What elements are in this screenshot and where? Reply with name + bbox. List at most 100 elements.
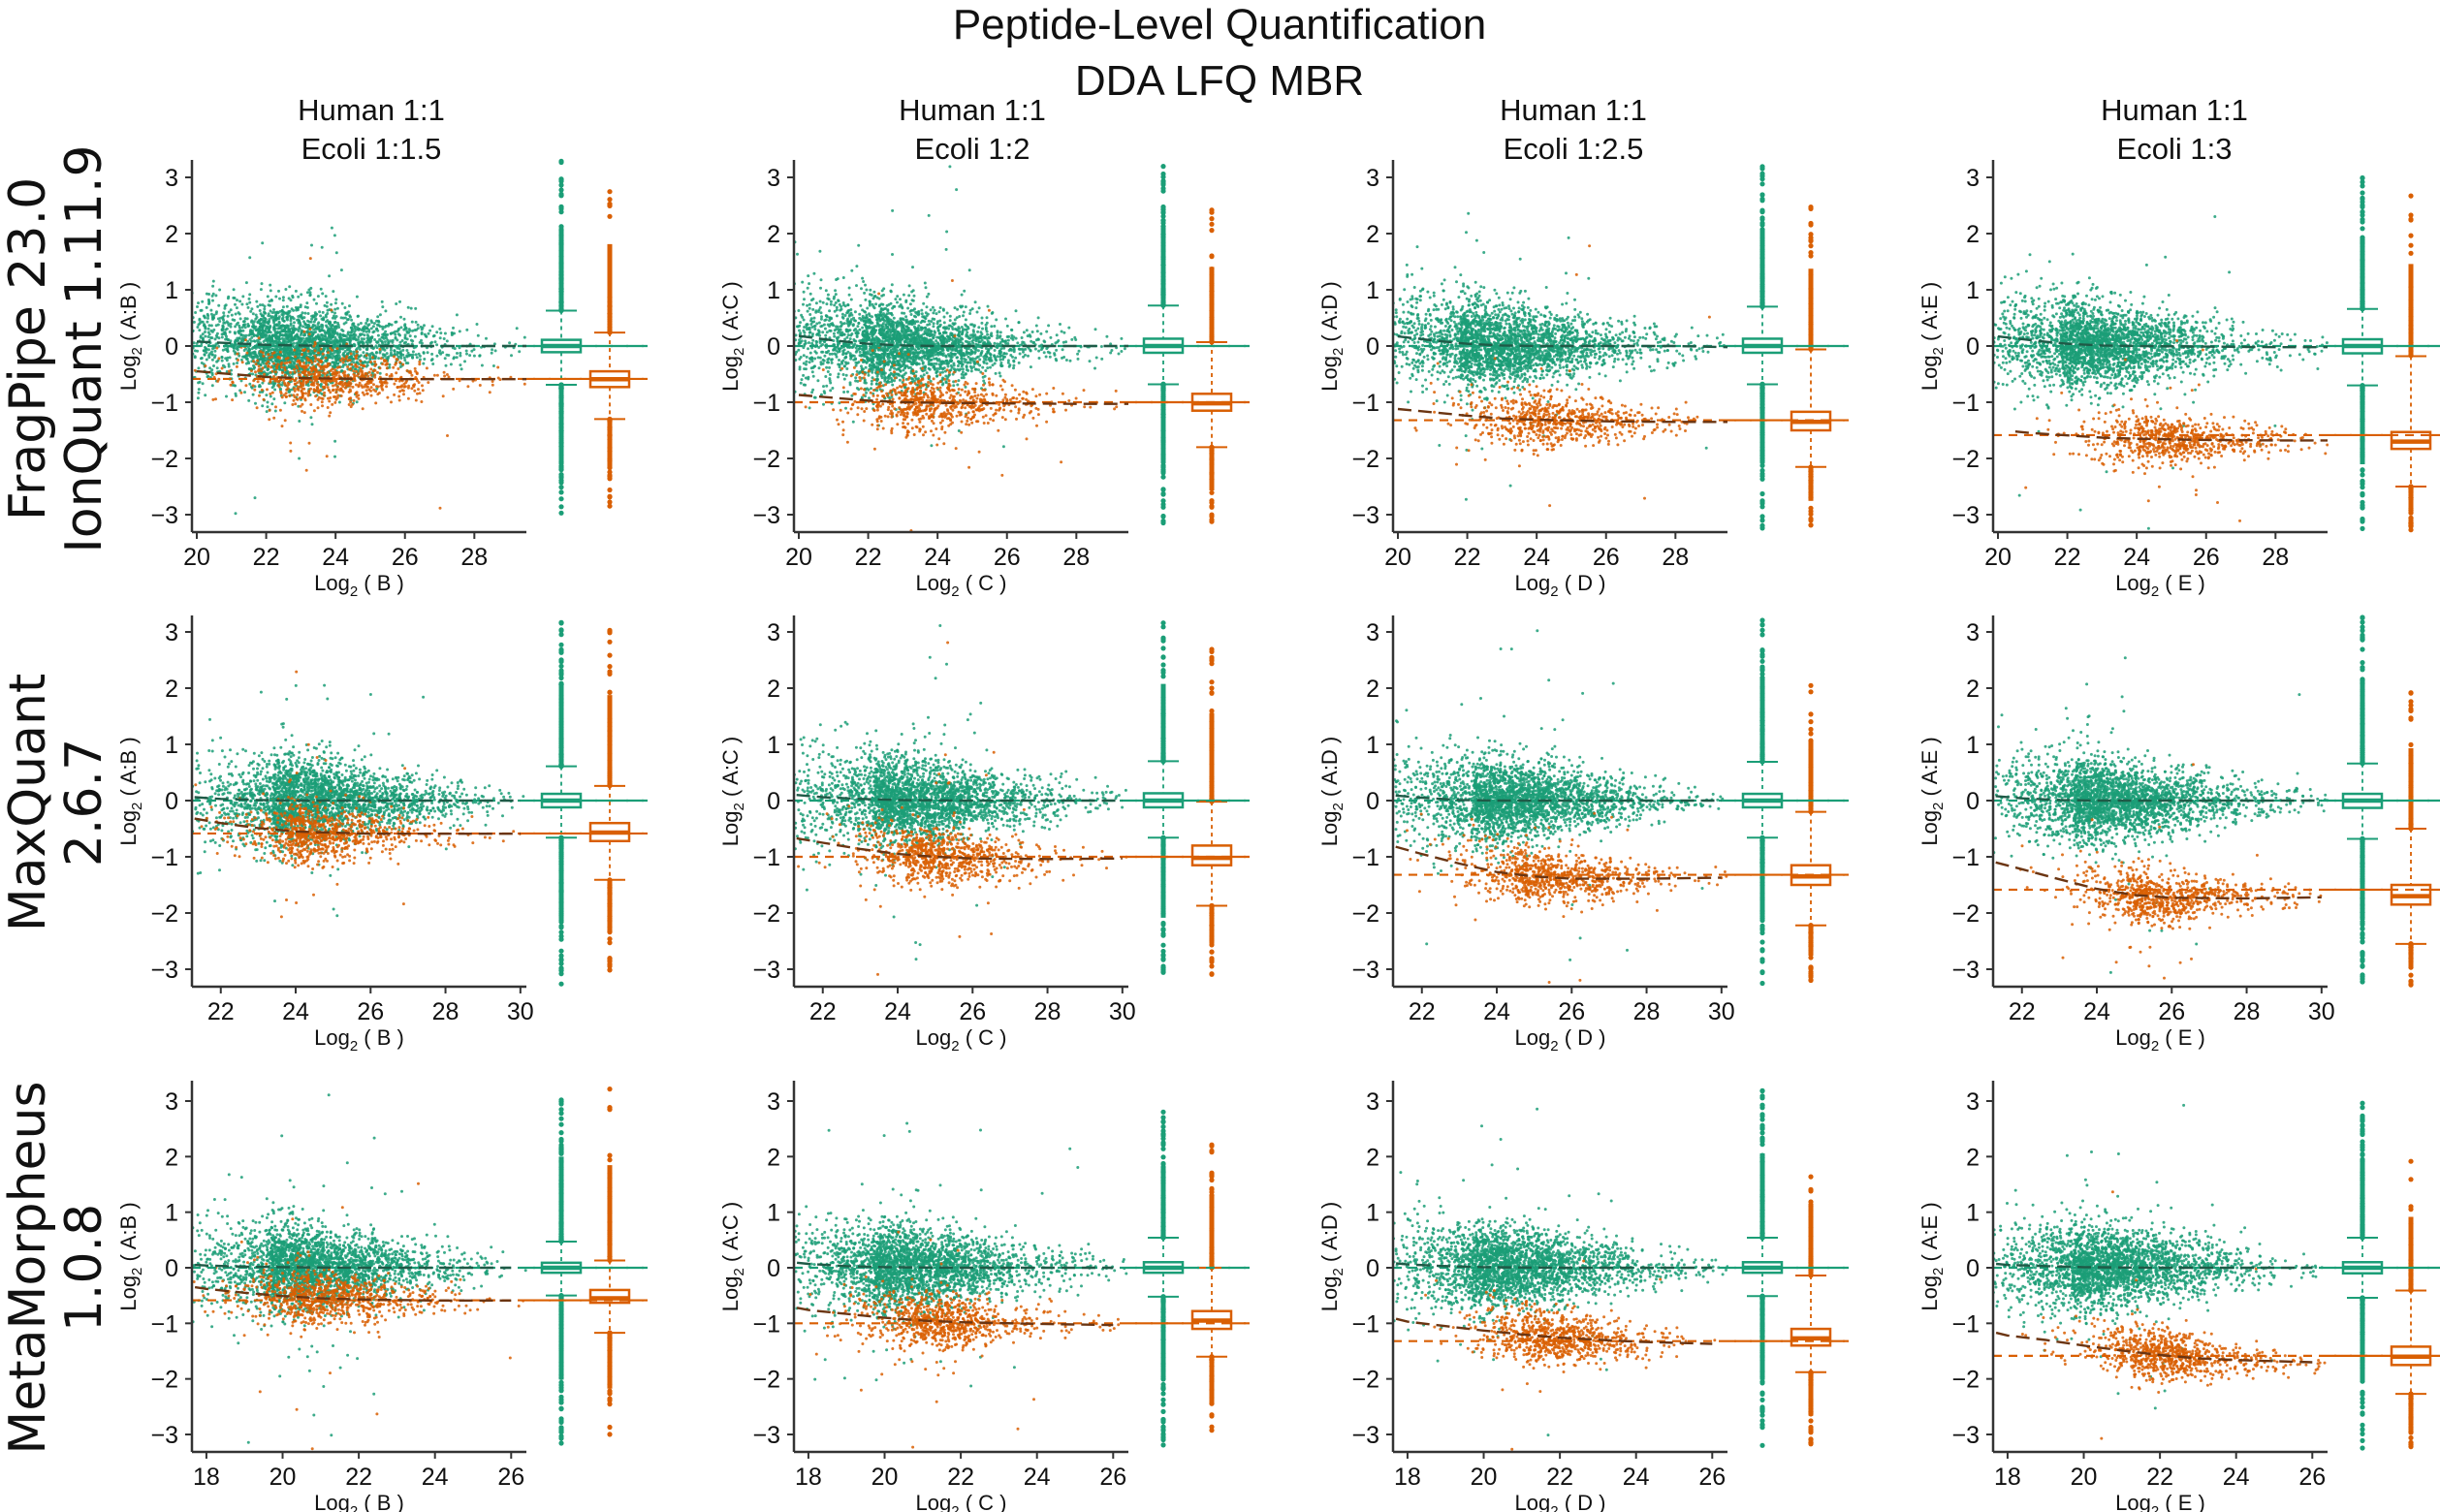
human-point <box>265 321 269 325</box>
ecoli-point <box>413 366 417 370</box>
human-point <box>319 329 323 332</box>
human-point <box>894 298 898 301</box>
human-point <box>880 339 884 343</box>
human-point <box>275 360 278 363</box>
x-tick-label: 22 <box>253 544 280 571</box>
human-point <box>339 268 343 272</box>
human-point <box>405 349 409 352</box>
human-outlier-point <box>558 466 564 472</box>
ecoli-point <box>317 351 320 355</box>
human-point <box>802 302 805 306</box>
ecoli-point <box>364 389 368 393</box>
ecoli-point <box>254 370 257 374</box>
human-point <box>309 416 313 420</box>
ecoli-point <box>317 395 321 399</box>
human-point <box>1062 331 1066 334</box>
ecoli-point <box>270 369 274 373</box>
ecoli-point <box>256 380 260 384</box>
human-point <box>409 306 413 310</box>
ecoli-point <box>372 383 375 387</box>
ecoli-point <box>346 374 350 378</box>
human-point <box>211 317 214 321</box>
ecoli-point <box>293 367 296 371</box>
ecoli-point <box>293 395 297 398</box>
human-point <box>250 386 254 390</box>
human-point <box>816 332 820 336</box>
human-point <box>221 363 225 367</box>
human-point <box>430 325 434 329</box>
human-point <box>248 256 252 260</box>
human-point <box>326 312 330 315</box>
human-point <box>393 349 396 353</box>
ecoli-point <box>296 393 300 396</box>
human-outlier-point <box>558 485 564 490</box>
human-point <box>357 338 361 341</box>
human-point <box>258 319 262 323</box>
human-point <box>289 299 293 302</box>
ecoli-point <box>274 405 277 409</box>
human-point <box>215 335 219 339</box>
human-point <box>852 338 856 341</box>
human-point <box>365 333 369 337</box>
human-point <box>970 339 974 343</box>
human-point <box>493 349 497 353</box>
human-point <box>324 331 328 335</box>
human-point <box>904 325 908 329</box>
column-header-2-line2: Ecoli 1:2 <box>915 132 1030 166</box>
human-point <box>837 375 840 379</box>
human-point <box>934 331 937 334</box>
ecoli-point <box>302 411 306 415</box>
human-point <box>210 368 214 372</box>
ecoli-point <box>313 340 317 344</box>
human-point <box>957 429 961 432</box>
ecoli-point <box>374 401 378 405</box>
human-point <box>274 314 278 318</box>
human-point <box>255 299 259 303</box>
human-point <box>442 337 446 340</box>
human-point <box>810 370 814 374</box>
human-point <box>272 397 276 401</box>
human-point <box>366 338 370 341</box>
human-point <box>848 329 852 332</box>
human-point <box>364 322 368 325</box>
human-point <box>266 400 269 404</box>
ecoli-point <box>355 369 358 373</box>
ecoli-point <box>312 383 316 387</box>
human-point <box>996 355 999 359</box>
ecoli-point <box>446 434 449 437</box>
ecoli-point <box>255 406 259 410</box>
human-point <box>225 327 229 331</box>
human-point <box>365 363 369 367</box>
ecoli-point <box>418 362 422 366</box>
human-point <box>305 330 309 333</box>
ecoli-point <box>307 332 311 336</box>
ecoli-point <box>285 394 288 398</box>
human-point <box>378 325 382 329</box>
human-point <box>917 347 921 351</box>
ecoli-point <box>354 362 358 366</box>
human-point <box>292 341 296 345</box>
human-point <box>228 331 232 333</box>
human-point <box>819 311 823 315</box>
human-point <box>1026 334 1030 338</box>
y-axis-label: Log2 ( A:B ) <box>116 282 145 391</box>
human-point <box>293 321 296 325</box>
human-point <box>225 394 228 398</box>
human-point <box>817 366 821 370</box>
human-point <box>841 276 845 279</box>
human-point <box>204 394 207 397</box>
ecoli-point <box>361 407 364 411</box>
ecoli-point <box>401 389 405 393</box>
human-point <box>281 333 285 337</box>
human-point <box>305 305 309 309</box>
human-point <box>410 320 414 324</box>
human-point <box>821 300 825 304</box>
ecoli-point <box>344 356 348 360</box>
human-point <box>322 329 326 332</box>
human-point <box>902 293 905 297</box>
human-point <box>261 241 265 245</box>
human-point <box>281 296 285 299</box>
ecoli-point <box>304 392 307 395</box>
human-point <box>274 323 278 327</box>
human-point <box>898 378 902 382</box>
